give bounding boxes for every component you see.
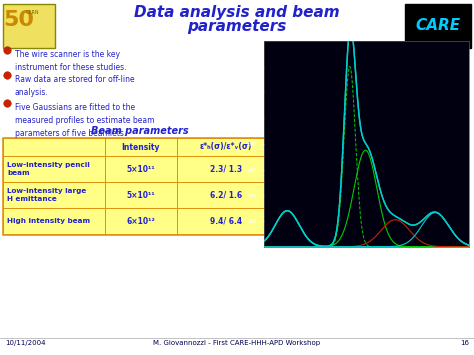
Text: Low-intensity large
H emittance: Low-intensity large H emittance	[7, 188, 86, 202]
Bar	[3, 156, 105, 182]
Text: 50: 50	[3, 10, 35, 30]
Text: Raw data are stored for off-line
analysis.: Raw data are stored for off-line analysi…	[15, 75, 135, 97]
Text: 9.4/ 6.4: 9.4/ 6.4	[210, 217, 242, 225]
Bar	[105, 138, 177, 156]
Bar	[177, 208, 275, 234]
Bar	[3, 208, 105, 234]
Text: Thanks to PSB specialists
(M. Benedikt, M. Chanel)!: Thanks to PSB specialists (M. Benedikt, …	[288, 195, 392, 209]
Bar	[177, 182, 275, 208]
Bar	[275, 181, 405, 223]
Text: Data analysis and beam: Data analysis and beam	[134, 5, 340, 21]
Text: High intensity beam: High intensity beam	[7, 218, 90, 224]
Bar	[177, 156, 275, 182]
Text: 10/11/2004: 10/11/2004	[5, 340, 46, 346]
Bar	[3, 138, 275, 234]
Text: 16: 16	[460, 340, 469, 346]
Bar	[405, 4, 471, 48]
Text: Intensity: Intensity	[122, 142, 160, 152]
Text: The wire scanner is the key
instrument for these studies.: The wire scanner is the key instrument f…	[15, 50, 127, 72]
Bar	[105, 208, 177, 234]
Bar	[177, 138, 275, 156]
Text: CERN: CERN	[26, 10, 40, 15]
Text: Five Gaussians are fitted to the
measured profiles to estimate beam
parameters o: Five Gaussians are fitted to the measure…	[15, 103, 155, 138]
Text: Low-intensity pencil
beam: Low-intensity pencil beam	[7, 162, 90, 176]
Text: 6.2/ 1.6: 6.2/ 1.6	[210, 191, 242, 200]
Text: 5×10¹¹: 5×10¹¹	[127, 164, 155, 174]
X-axis label: x (mm): x (mm)	[358, 261, 376, 266]
Bar	[105, 156, 177, 182]
Bar	[3, 4, 55, 48]
Bar	[3, 182, 105, 208]
Bar	[3, 138, 105, 156]
Text: CARE: CARE	[415, 18, 461, 33]
Bar	[105, 182, 177, 208]
Text: ε*ₕ(σ)/ε*ᵥ(σ): ε*ₕ(σ)/ε*ᵥ(σ)	[200, 142, 252, 152]
Text: 5×10¹¹: 5×10¹¹	[127, 191, 155, 200]
Text: M. Giovannozzi - First CARE-HHH-APD Workshop: M. Giovannozzi - First CARE-HHH-APD Work…	[154, 340, 320, 346]
Text: parameters: parameters	[187, 20, 287, 34]
Text: 2.3/ 1.3: 2.3/ 1.3	[210, 164, 242, 174]
Text: 6×10¹²: 6×10¹²	[127, 217, 155, 225]
Text: Beam parameters: Beam parameters	[91, 126, 189, 136]
